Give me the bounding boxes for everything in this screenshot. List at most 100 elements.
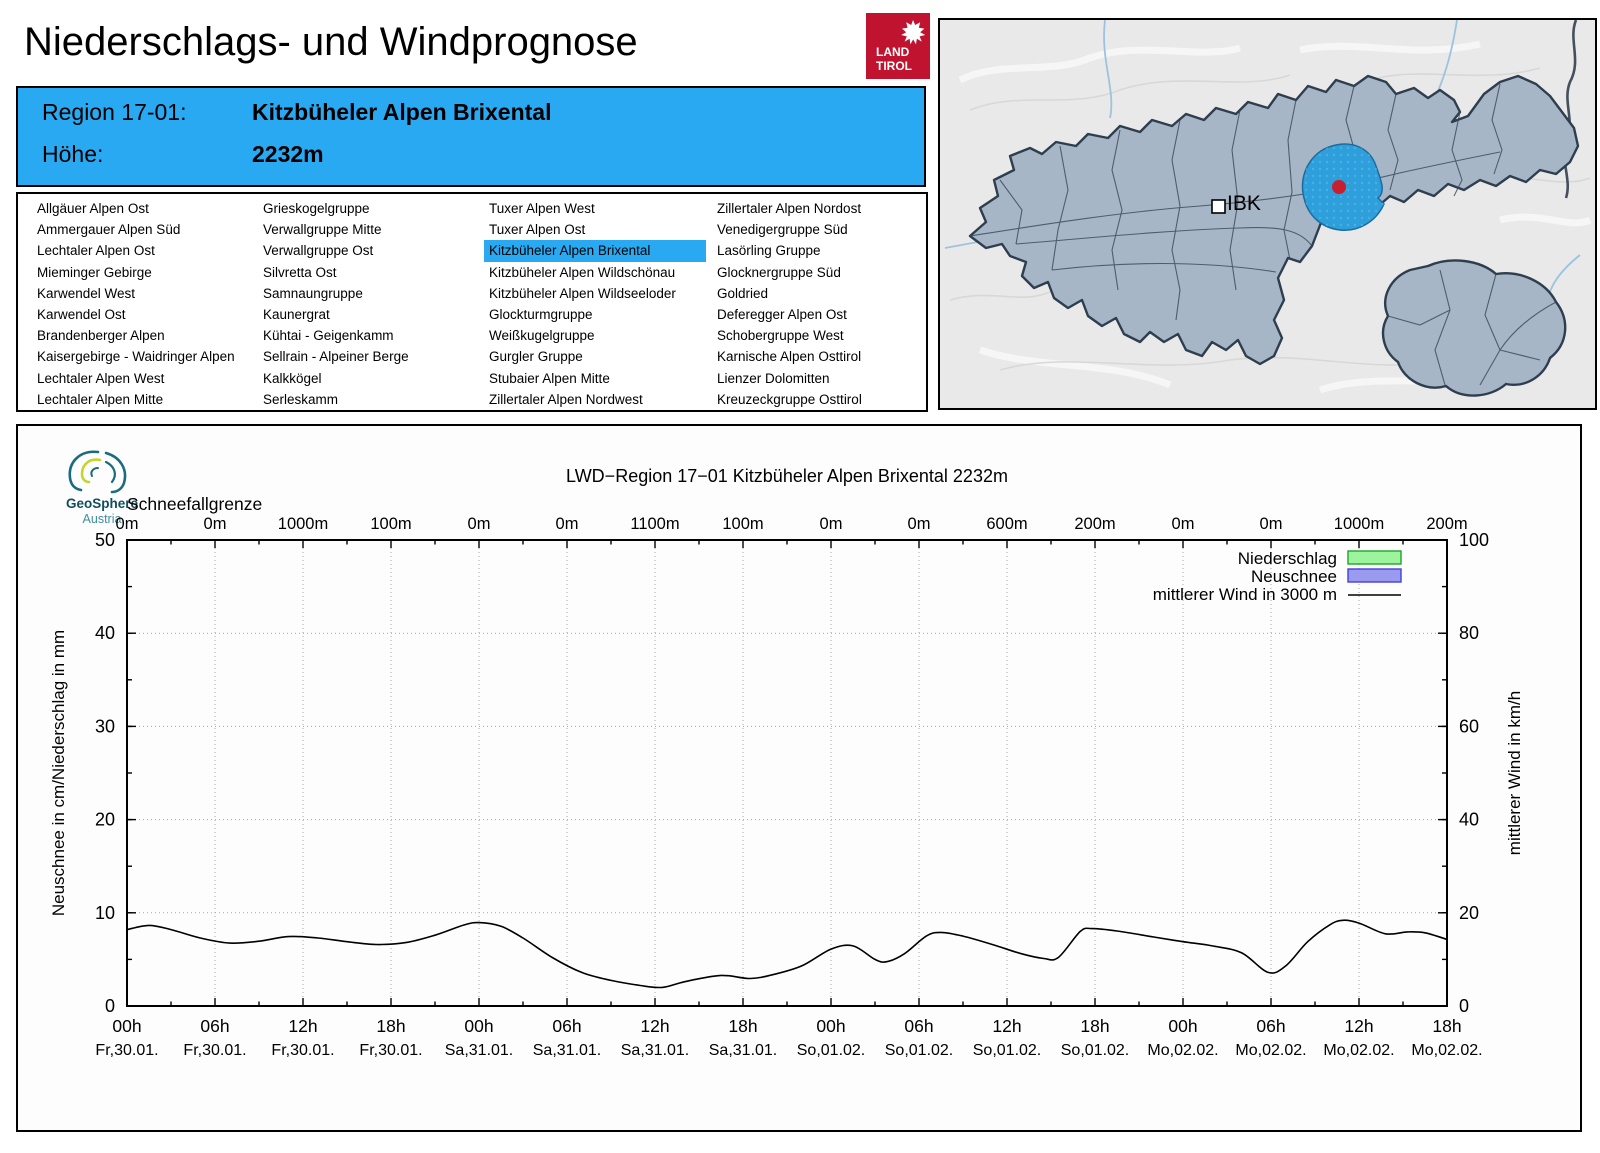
x-axis-date-label: Fr,30.01. [95,1042,158,1059]
x-axis-date-label: Sa,31.01. [445,1042,514,1059]
schneefallgrenze-value: 1000m [1334,515,1384,533]
schneefallgrenze-value: 100m [722,515,763,533]
x-axis-time-label: 00h [816,1016,845,1036]
region-list-item[interactable]: Weißkugelgruppe [489,328,595,344]
x-axis-time-label: 18h [1080,1016,1109,1036]
region-list-column-3: Tuxer Alpen West Tuxer Alpen Ost Kitzbühel… [484,198,706,410]
east-tirol-regions [1381,259,1567,397]
x-axis-time-label: 12h [1344,1016,1373,1036]
land-tirol-logo: LAND TIROL [866,13,930,79]
region-list-item[interactable]: Kreuzeckgruppe Osttirol [717,391,862,407]
region-list-item[interactable]: Samnaungruppe [263,285,363,301]
legend-swatch [1347,568,1402,583]
wind-line-series [126,919,1448,989]
left-axis-tick-label: 50 [95,530,115,550]
region-list-item[interactable]: Serleskamm [263,391,339,407]
x-axis-time-label: 06h [552,1016,581,1036]
left-axis-title: Neuschnee in cm/Niederschlag in mm [49,630,68,916]
schneefallgrenze-value: 0m [908,515,931,533]
x-axis-time-label: 06h [904,1016,933,1036]
x-axis-date-label: Fr,30.01. [359,1042,422,1059]
right-axis-tick-label: 40 [1459,810,1479,830]
land-tirol-text-2: TIROL [876,59,912,73]
region-list-item[interactable]: Kühtai - Geigenkamm [263,328,394,344]
region-list-item[interactable]: Gurgler Gruppe [489,349,583,365]
region-list-item[interactable]: Tuxer Alpen Ost [489,222,586,238]
region-list-item[interactable]: Kaisergebirge - Waidringer Alpen [37,349,235,365]
region-list-item[interactable]: Karwendel West [37,285,136,301]
region-list-item[interactable]: Silvretta Ost [263,264,337,280]
legend-label: mittlerer Wind in 3000 m [1153,585,1337,604]
left-axis-tick-label: 10 [95,903,115,923]
region-list-item[interactable]: Kitzbüheler Alpen Wildschönau [489,264,676,280]
left-axis-tick-label: 0 [105,996,115,1016]
x-axis-date-label: Mo,02.02. [1323,1042,1394,1059]
geosphere-name: GeoSphere [66,496,139,511]
region-list-item[interactable]: Venedigergruppe Süd [717,222,848,238]
schneefallgrenze-value: 0m [1172,515,1195,533]
x-axis-time-label: 12h [640,1016,669,1036]
x-axis-date-label: Fr,30.01. [183,1042,246,1059]
region-list-item[interactable]: Brandenberger Alpen [37,328,165,344]
x-axis-date-label: So,01.02. [1061,1042,1130,1059]
x-axis-date-label: Mo,02.02. [1147,1042,1218,1059]
region-list-item[interactable]: Lechtaler Alpen Mitte [37,391,164,407]
region-list-item-selected[interactable]: Kitzbüheler Alpen Brixental [484,240,706,262]
region-name: Kitzbüheler Alpen Brixental [252,99,552,125]
x-axis-date-label: Sa,31.01. [533,1042,602,1059]
forecast-chart-panel: GeoSphere Austria LWD−Region 17−01 Kitzb… [16,424,1582,1132]
region-list-item[interactable]: Tuxer Alpen West [489,201,595,216]
x-axis-time-label: 06h [1256,1016,1285,1036]
region-list-item[interactable]: Ammergauer Alpen Süd [37,222,181,238]
x-axis-date-label: Sa,31.01. [709,1042,778,1059]
schneefallgrenze-value: 0m [1260,515,1283,533]
region-list-item[interactable]: Karwendel Ost [37,306,126,322]
region-list-item[interactable]: Karnische Alpen Osttirol [717,349,862,365]
plot-frame [126,539,1448,1007]
x-axis-date-label: So,01.02. [797,1042,866,1059]
region-list-item[interactable]: Schobergruppe West [717,328,844,344]
x-axis-time-label: 06h [200,1016,229,1036]
legend-swatch [1347,550,1402,565]
region-list-item[interactable]: Lasörling Gruppe [717,243,821,259]
region-list-item[interactable]: Grieskogelgruppe [263,201,370,216]
x-axis-date-label: Mo,02.02. [1235,1042,1306,1059]
schneefallgrenze-value: 1100m [630,515,679,533]
region-list-item[interactable]: Stubaier Alpen Mitte [489,370,610,386]
legend-label: Neuschnee [1251,567,1337,586]
north-tirol-regions [968,74,1580,366]
grid-lines [127,540,1447,1006]
right-axis-tick-label: 60 [1459,716,1479,736]
x-axis-time-label: 00h [112,1016,141,1036]
region-list-item[interactable]: Lechtaler Alpen West [37,370,165,386]
region-list-item[interactable]: Lienzer Dolomitten [717,370,830,386]
region-list-item[interactable]: Kitzbüheler Alpen Wildseeloder [489,285,676,301]
x-axis-time-label: 00h [1168,1016,1197,1036]
region-list-item[interactable]: Verwallgruppe Mitte [263,222,382,238]
schneefallgrenze-value: 0m [468,515,491,533]
region-list-item[interactable]: Kalkkögel [263,370,322,386]
schneefallgrenze-value: 0m [116,515,139,533]
region-location-dot [1332,180,1346,194]
schneefallgrenze-value: 0m [204,515,227,533]
region-list-item[interactable]: Verwallgruppe Ost [263,243,374,259]
right-axis-title: mittlerer Wind in km/h [1505,691,1524,855]
region-list-item[interactable]: Deferegger Alpen Ost [717,306,847,322]
region-list-item[interactable]: Goldried [717,285,769,301]
altitude-label: Höhe: [42,141,104,167]
x-axis-date-label: So,01.02. [885,1042,954,1059]
tirol-map: IBK [938,18,1597,410]
region-list-item[interactable]: Kaunergrat [263,306,330,322]
region-list-item[interactable]: Sellrain - Alpeiner Berge [263,349,409,365]
tirol-eagle-icon [901,20,926,45]
national-border-line [1563,19,1578,199]
region-list-item[interactable]: Allgäuer Alpen Ost [37,201,149,216]
region-list-item[interactable]: Glockturmgruppe [489,306,593,322]
region-list-item[interactable]: Lechtaler Alpen Ost [37,243,155,259]
x-axis-time-label: 18h [728,1016,757,1036]
region-list-item[interactable]: Mieminger Gebirge [37,264,152,280]
region-list-item[interactable]: Zillertaler Alpen Nordwest [489,391,643,407]
region-list-item[interactable]: Zillertaler Alpen Nordost [717,201,862,216]
region-list-item[interactable]: Glocknergruppe Süd [717,264,841,280]
